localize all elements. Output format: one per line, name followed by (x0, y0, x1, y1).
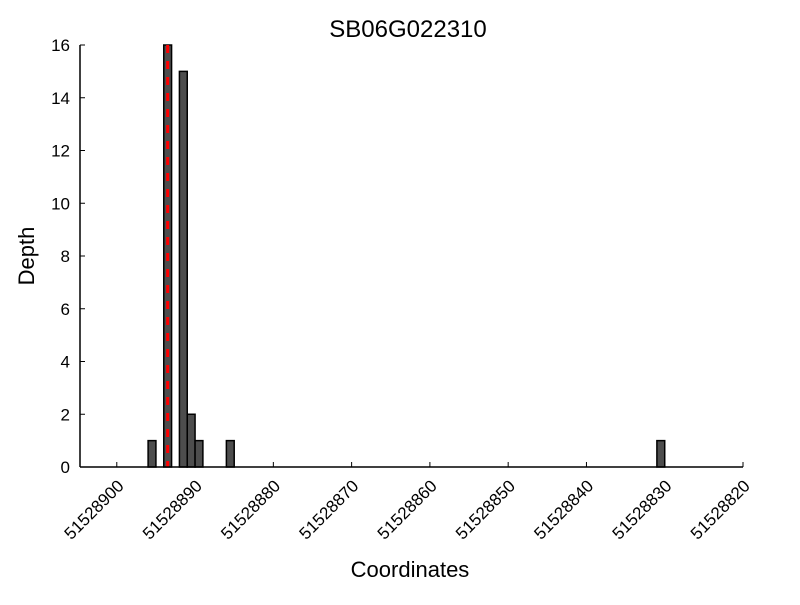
bar (178, 70, 188, 468)
x-axis-label: Coordinates (351, 557, 470, 582)
x-tick-label: 51528820 (687, 476, 754, 543)
x-tick-label: 51528880 (217, 476, 284, 543)
x-tick-label: 51528850 (452, 476, 519, 543)
x-tick-label: 51528860 (374, 476, 441, 543)
bar (656, 439, 666, 468)
x-tick-label: 51528890 (139, 476, 206, 543)
x-tick-label: 51528840 (530, 476, 597, 543)
bar (225, 439, 235, 468)
y-tick-label: 14 (51, 89, 70, 108)
y-tick-label: 0 (61, 458, 70, 477)
y-tick-label: 10 (51, 194, 70, 213)
bar (147, 439, 157, 468)
y-tick-label: 8 (61, 247, 70, 266)
x-tick-label: 51528900 (61, 476, 128, 543)
x-tick-label: 51528830 (609, 476, 676, 543)
x-tick-label: 51528870 (296, 476, 363, 543)
bar (186, 413, 196, 468)
y-axis-label: Depth (14, 227, 39, 286)
bar (194, 439, 204, 468)
y-tick-label: 6 (61, 300, 70, 319)
y-tick-label: 2 (61, 405, 70, 424)
y-tick-label: 4 (61, 353, 70, 372)
y-tick-label: 16 (51, 36, 70, 55)
chart-title: SB06G022310 (329, 16, 486, 43)
y-tick-label: 12 (51, 142, 70, 161)
